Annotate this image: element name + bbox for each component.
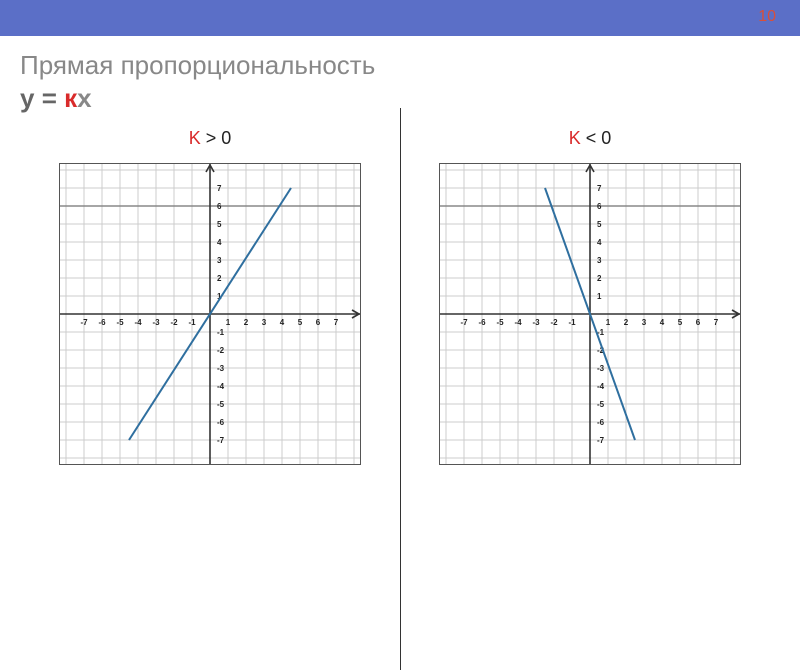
svg-text:4: 4 [660,318,665,327]
svg-text:6: 6 [696,318,701,327]
svg-text:-1: -1 [188,318,196,327]
svg-text:2: 2 [624,318,629,327]
svg-text:7: 7 [714,318,719,327]
svg-text:6: 6 [597,202,602,211]
svg-text:-7: -7 [217,436,225,445]
svg-text:-5: -5 [597,400,605,409]
svg-text:-4: -4 [514,318,522,327]
cond-k-letter: K [189,128,201,148]
left-condition: K > 0 [20,128,400,149]
right-column: K < 0 -7-6-5-4-3-2-11234567-7-6-5-4-3-2-… [400,128,780,470]
svg-text:2: 2 [597,274,602,283]
svg-text:5: 5 [298,318,303,327]
svg-text:7: 7 [334,318,339,327]
left-column: K > 0 -7-6-5-4-3-2-11234567-7-6-5-4-3-2-… [20,128,400,470]
right-chart-wrap: -7-6-5-4-3-2-11234567-7-6-5-4-3-2-112345… [439,163,741,465]
svg-text:3: 3 [642,318,647,327]
svg-text:4: 4 [280,318,285,327]
svg-text:-3: -3 [217,364,225,373]
left-chart: -7-6-5-4-3-2-11234567-7-6-5-4-3-2-112345… [60,164,360,464]
svg-text:-5: -5 [116,318,124,327]
svg-text:7: 7 [217,184,222,193]
top-bar: 10 [0,0,800,36]
svg-text:-7: -7 [460,318,468,327]
svg-text:-6: -6 [478,318,486,327]
svg-text:-4: -4 [217,382,225,391]
page-title: Прямая пропорциональность [20,50,780,81]
svg-text:-3: -3 [597,364,605,373]
svg-text:-2: -2 [217,346,225,355]
svg-text:2: 2 [217,274,222,283]
svg-text:-6: -6 [98,318,106,327]
svg-text:3: 3 [597,256,602,265]
formula-x: x [77,83,91,113]
svg-text:6: 6 [217,202,222,211]
svg-text:-2: -2 [170,318,178,327]
formula-eq: = [34,83,64,113]
svg-text:1: 1 [597,292,602,301]
right-chart: -7-6-5-4-3-2-11234567-7-6-5-4-3-2-112345… [440,164,740,464]
svg-text:1: 1 [226,318,231,327]
right-condition: K < 0 [400,128,780,149]
svg-text:-6: -6 [597,418,605,427]
svg-text:3: 3 [262,318,267,327]
cond-op: > 0 [201,128,232,148]
formula-k: к [64,83,77,113]
vertical-divider [400,108,401,670]
svg-text:-4: -4 [134,318,142,327]
cond-k-letter: K [569,128,581,148]
charts-row: K > 0 -7-6-5-4-3-2-11234567-7-6-5-4-3-2-… [0,118,800,470]
svg-text:-1: -1 [568,318,576,327]
svg-text:4: 4 [597,238,602,247]
left-chart-wrap: -7-6-5-4-3-2-11234567-7-6-5-4-3-2-112345… [59,163,361,465]
title-block: Прямая пропорциональность y = кx [0,36,800,118]
formula-y: y [20,83,34,113]
svg-text:-6: -6 [217,418,225,427]
svg-text:-3: -3 [532,318,540,327]
svg-text:5: 5 [597,220,602,229]
svg-text:-1: -1 [217,328,225,337]
svg-text:-7: -7 [597,436,605,445]
svg-text:-2: -2 [550,318,558,327]
svg-text:3: 3 [217,256,222,265]
svg-text:5: 5 [678,318,683,327]
svg-text:-4: -4 [597,382,605,391]
svg-text:5: 5 [217,220,222,229]
cond-op: < 0 [581,128,612,148]
page-number: 10 [758,8,776,26]
svg-text:2: 2 [244,318,249,327]
svg-text:4: 4 [217,238,222,247]
svg-text:-3: -3 [152,318,160,327]
svg-text:1: 1 [606,318,611,327]
svg-text:7: 7 [597,184,602,193]
svg-text:6: 6 [316,318,321,327]
svg-text:-7: -7 [80,318,88,327]
svg-text:-5: -5 [496,318,504,327]
svg-text:-5: -5 [217,400,225,409]
